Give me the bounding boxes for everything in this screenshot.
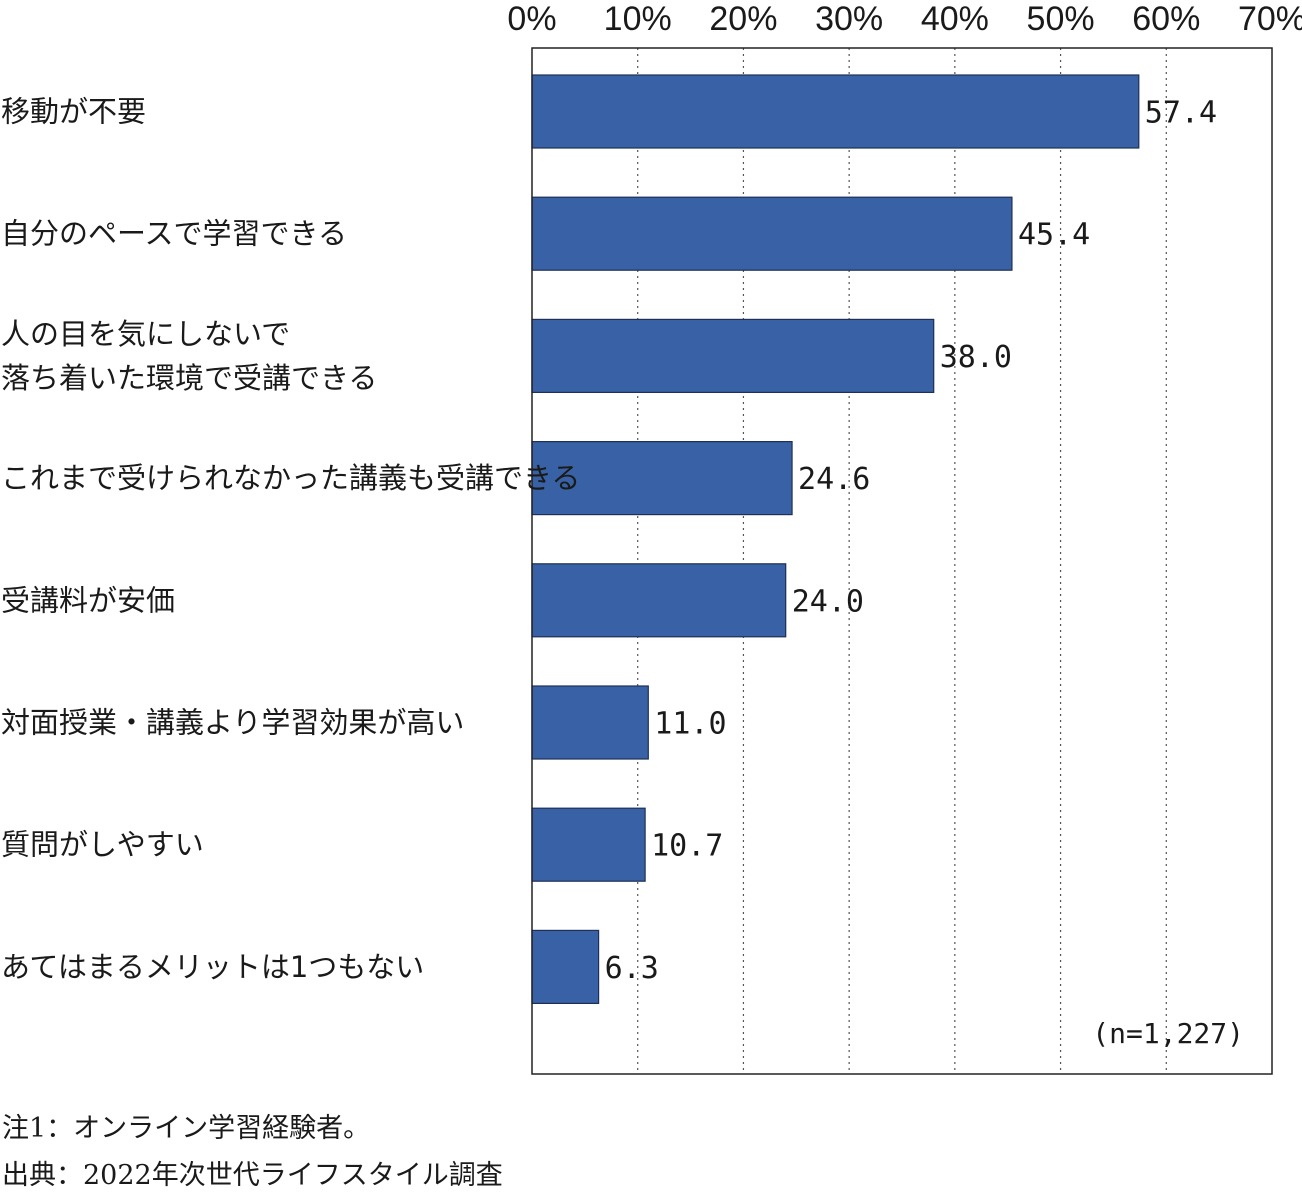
bar-value-label: 6.3 — [605, 951, 659, 986]
category-label: 移動が不要 — [1, 95, 146, 129]
category-label: 落ち着いた環境で受講できる — [1, 361, 377, 395]
category-label: 対面授業・講義より学習効果が高い — [1, 706, 464, 740]
plot-frame — [531, 47, 1273, 1075]
plot-border — [531, 47, 1273, 1075]
category-label: 自分のペースで学習できる — [1, 217, 347, 251]
bar-value-label: 10.7 — [651, 829, 723, 864]
x-tick-label: 30% — [815, 0, 883, 38]
bar-value-label: 45.4 — [1018, 218, 1090, 253]
bar — [531, 929, 600, 1005]
bar — [531, 441, 793, 516]
x-tick-label: 50% — [1027, 0, 1095, 38]
bar-value-label: 24.6 — [798, 462, 870, 497]
x-tick-label: 0% — [507, 0, 556, 38]
category-label: これまで受けられなかった講義も受講できる — [1, 461, 580, 495]
category-labels: 移動が不要自分のペースで学習できる人の目を気にしないで落ち着いた環境で受講できる… — [1, 95, 580, 984]
footnote: 注1：オンライン学習経験者。 — [2, 1113, 371, 1144]
bar — [531, 563, 787, 638]
x-tick-label: 70% — [1238, 0, 1302, 38]
bar — [531, 196, 1013, 271]
bar-value-label: 38.0 — [940, 340, 1012, 375]
x-axis-tick-labels: 0% 10% 20% 30% 40% 50% 60% 70% — [507, 0, 1302, 38]
x-tick-label: 20% — [709, 0, 777, 38]
bar-value-label: 24.0 — [792, 584, 864, 619]
sample-size-label: (n=1,227) — [1092, 1017, 1244, 1050]
category-label: 人の目を気にしないで — [1, 317, 290, 351]
value-labels: 57.4 45.4 38.0 24.6 24.0 11.0 10.7 6.3 — [605, 96, 1217, 986]
x-tick-label: 10% — [604, 0, 672, 38]
bar — [531, 807, 646, 882]
x-tick-label: 40% — [921, 0, 989, 38]
bar — [531, 318, 935, 393]
source-note: 出典：2022年次世代ライフスタイル調査 — [2, 1160, 503, 1191]
bar — [531, 74, 1140, 149]
bar — [531, 685, 649, 760]
x-tick-label: 60% — [1132, 0, 1200, 38]
category-label: あてはまるメリットは1つもない — [1, 950, 424, 984]
bar-value-label: 57.4 — [1145, 96, 1217, 131]
bars — [531, 74, 1140, 1005]
category-label: 質問がしやすい — [1, 828, 204, 862]
category-label: 受講料が安価 — [1, 583, 175, 617]
bar-value-label: 11.0 — [654, 707, 726, 742]
